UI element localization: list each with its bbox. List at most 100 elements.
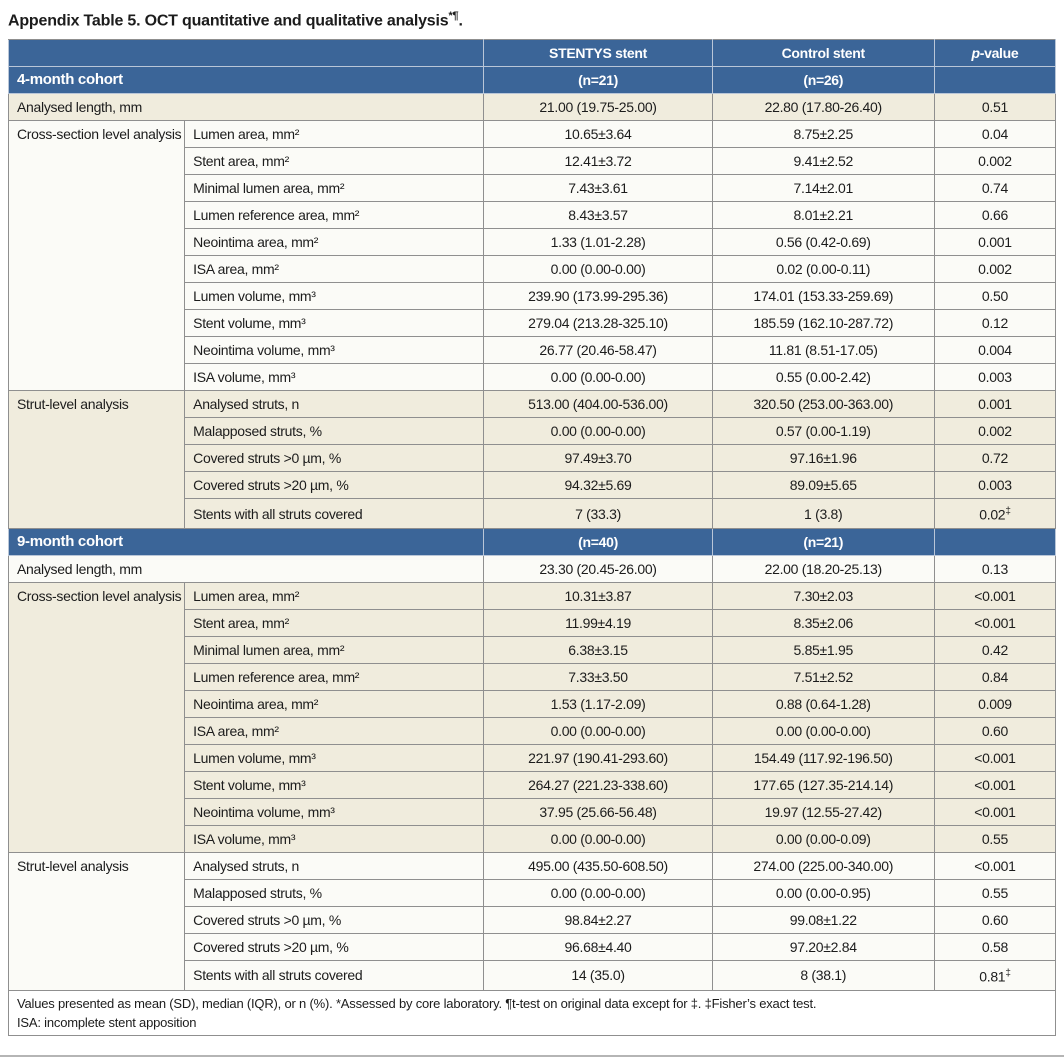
- value-cell-control: 11.81 (8.51-17.05): [711, 336, 935, 365]
- value-cell-control: 99.08±1.22: [711, 905, 935, 934]
- value-cell-stentys: 239.90 (173.99-295.36): [483, 282, 713, 311]
- value-cell-stentys: 6.38±3.15: [483, 635, 713, 664]
- value-cell-control: 154.49 (117.92-196.50): [711, 743, 935, 772]
- table-row: Covered struts >0 µm, % 98.84±2.27 99.08…: [9, 905, 1057, 934]
- value-cell-stentys: 0.00 (0.00-0.00): [483, 878, 713, 907]
- cohort-name-cell: 4-month cohort: [7, 66, 485, 95]
- p-value-cell: <0.001: [933, 743, 1057, 772]
- table-row: ISA volume, mm³ 0.00 (0.00-0.00) 0.55 (0…: [9, 363, 1057, 392]
- value-cell-stentys: 23.30 (20.45-26.00): [483, 554, 713, 583]
- table-row: Neointima volume, mm³ 26.77 (20.46-58.47…: [9, 336, 1057, 365]
- row-label-cell: Analysed length, mm: [7, 554, 485, 583]
- table-row: Malapposed struts, % 0.00 (0.00-0.00) 0.…: [9, 878, 1057, 907]
- table-row: Stent area, mm² 11.99±4.19 8.35±2.06 <0.…: [9, 608, 1057, 637]
- row-label-cell: Minimal lumen area, mm²: [184, 174, 485, 203]
- value-cell-stentys: 98.84±2.27: [483, 905, 713, 934]
- value-cell-stentys: 7 (33.3): [483, 498, 713, 529]
- table-row: Neointima area, mm² 1.53 (1.17-2.09) 0.8…: [9, 689, 1057, 718]
- column-header-stentys: STENTYS stent: [483, 39, 713, 68]
- row-label-cell: ISA volume, mm³: [184, 824, 485, 853]
- row-label-cell: Lumen volume, mm³: [184, 743, 485, 772]
- table-row: Neointima area, mm² 1.33 (1.01-2.28) 0.5…: [9, 228, 1057, 257]
- p-value-cell: 0.02‡: [933, 498, 1057, 529]
- row-label-cell: Stents with all struts covered: [184, 959, 485, 991]
- table-row: Stent volume, mm³ 279.04 (213.28-325.10)…: [9, 309, 1057, 338]
- row-label-cell: Stent area, mm²: [184, 147, 485, 176]
- value-cell-control: 97.20±2.84: [711, 932, 935, 961]
- value-cell-control: 7.30±2.03: [711, 581, 935, 610]
- table-row: Malapposed struts, % 0.00 (0.00-0.00) 0.…: [9, 417, 1057, 446]
- cohort-name-cell: 9-month cohort: [7, 527, 485, 556]
- row-label-cell: Analysed struts, n: [184, 390, 485, 419]
- value-cell-control: 274.00 (225.00-340.00): [711, 851, 935, 880]
- value-cell-stentys: 7.43±3.61: [483, 174, 713, 203]
- value-cell-control: 0.88 (0.64-1.28): [711, 689, 935, 718]
- row-label-cell: Stent volume, mm³: [184, 770, 485, 799]
- table-row: Stent area, mm² 12.41±3.72 9.41±2.52 0.0…: [9, 147, 1057, 176]
- value-cell-control: 97.16±1.96: [711, 444, 935, 473]
- value-cell-control: 89.09±5.65: [711, 471, 935, 500]
- row-label-cell: Covered struts >0 µm, %: [184, 905, 485, 934]
- table-row: Cross-section level analysis Lumen area,…: [7, 120, 1057, 392]
- value-cell-stentys: 0.00 (0.00-0.00): [483, 716, 713, 745]
- table-row: Covered struts >20 µm, % 94.32±5.69 89.0…: [9, 471, 1057, 500]
- value-cell-control: 0.56 (0.42-0.69): [711, 228, 935, 257]
- row-label-cell: Neointima volume, mm³: [184, 336, 485, 365]
- value-cell-control: 8.75±2.25: [711, 120, 935, 149]
- value-cell-control: 7.51±2.52: [711, 662, 935, 691]
- value-cell-control: 177.65 (127.35-214.14): [711, 770, 935, 799]
- value-cell-stentys: 96.68±4.40: [483, 932, 713, 961]
- value-cell-control: 0.02 (0.00-0.11): [711, 255, 935, 284]
- p-value-cell: 0.60: [933, 716, 1057, 745]
- table-row: Analysed length, mm 21.00 (19.75-25.00) …: [7, 93, 1057, 122]
- value-cell-stentys: 26.77 (20.46-58.47): [483, 336, 713, 365]
- p-value-cell: 0.002: [933, 255, 1057, 284]
- row-label-cell: Stent area, mm²: [184, 608, 485, 637]
- row-label-cell: Malapposed struts, %: [184, 878, 485, 907]
- table-title-text: Appendix Table 5. OCT quantitative and q…: [8, 12, 449, 30]
- value-cell-stentys: 264.27 (221.23-338.60): [483, 770, 713, 799]
- table-row: Stents with all struts covered 7 (33.3) …: [9, 498, 1057, 529]
- value-cell-stentys: 14 (35.0): [483, 959, 713, 991]
- value-cell-stentys: 94.32±5.69: [483, 471, 713, 500]
- column-header-control: Control stent: [711, 39, 935, 68]
- pvalue-rest: -value: [979, 45, 1019, 62]
- column-header-pvalue: p-value: [933, 39, 1057, 68]
- row-label-cell: Covered struts >20 µm, %: [184, 471, 485, 500]
- value-cell-control: 185.59 (162.10-287.72): [711, 309, 935, 338]
- p-value-cell: 0.002: [933, 147, 1057, 176]
- value-cell-control: 0.00 (0.00-0.09): [711, 824, 935, 853]
- p-value-cell: 0.60: [933, 905, 1057, 934]
- table-title-superscript: *¶: [448, 10, 459, 22]
- value-cell-stentys: 7.33±3.50: [483, 662, 713, 691]
- value-cell-control: 22.00 (18.20-25.13): [711, 554, 935, 583]
- p-value-cell: <0.001: [933, 797, 1057, 826]
- row-label-cell: Neointima area, mm²: [184, 228, 485, 257]
- value-cell-stentys: 37.95 (25.66-56.48): [483, 797, 713, 826]
- table-row: Lumen volume, mm³ 239.90 (173.99-295.36)…: [9, 282, 1057, 311]
- value-cell-stentys: 495.00 (435.50-608.50): [483, 851, 713, 880]
- value-cell-control: 174.01 (153.33-259.69): [711, 282, 935, 311]
- p-value-cell: 0.55: [933, 878, 1057, 907]
- p-value-cell: 0.55: [933, 824, 1057, 853]
- pvalue-italic-p: p: [971, 45, 980, 62]
- cohort-header-row-4month: 4-month cohort (n=21) (n=26): [7, 66, 1057, 95]
- value-cell-stentys: 0.00 (0.00-0.00): [483, 417, 713, 446]
- value-cell-stentys: 8.43±3.57: [483, 201, 713, 230]
- value-cell-stentys: 11.99±4.19: [483, 608, 713, 637]
- value-cell-control: 19.97 (12.55-27.42): [711, 797, 935, 826]
- value-cell-control: 0.00 (0.00-0.95): [711, 878, 935, 907]
- p-value-cell: <0.001: [933, 851, 1057, 880]
- row-label-cell: Analysed struts, n: [184, 851, 485, 880]
- table-row: Lumen reference area, mm² 8.43±3.57 8.01…: [9, 201, 1057, 230]
- p-value-cell: 0.002: [933, 417, 1057, 446]
- footnote-line-2: ISA: incomplete stent apposition: [17, 1014, 197, 1030]
- p-value-cell: <0.001: [933, 581, 1057, 610]
- value-cell-control: 8.35±2.06: [711, 608, 935, 637]
- value-cell-control: 5.85±1.95: [711, 635, 935, 664]
- group-label-cell: Cross-section level analysis: [7, 120, 186, 392]
- row-label-cell: Malapposed struts, %: [184, 417, 485, 446]
- p-value-cell: 0.72: [933, 444, 1057, 473]
- row-label-cell: Minimal lumen area, mm²: [184, 635, 485, 664]
- p-value-cell: 0.13: [933, 554, 1057, 583]
